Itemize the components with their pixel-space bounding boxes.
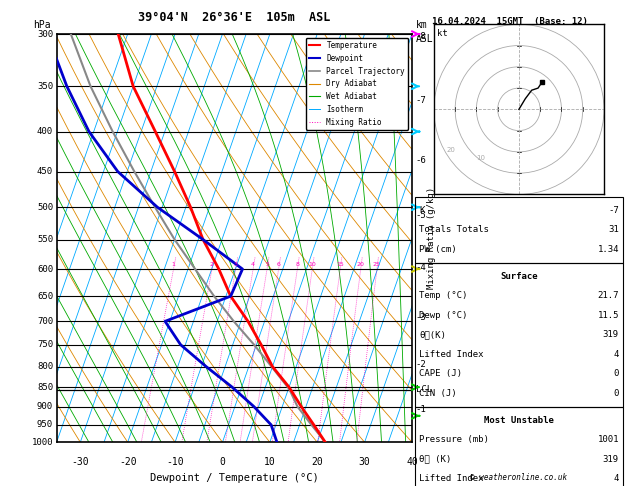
Text: 750: 750 <box>37 340 53 349</box>
Text: 319: 319 <box>603 455 619 464</box>
Text: Temp (°C): Temp (°C) <box>419 292 467 300</box>
Text: ASL: ASL <box>416 34 433 44</box>
Text: 10: 10 <box>476 156 486 161</box>
Text: 1001: 1001 <box>598 435 619 444</box>
Text: kt: kt <box>437 29 448 38</box>
Text: Pressure (mb): Pressure (mb) <box>419 435 489 444</box>
Text: -30: -30 <box>72 456 89 467</box>
Text: Surface: Surface <box>500 272 538 281</box>
Text: -5: -5 <box>416 211 426 221</box>
Text: -20: -20 <box>119 456 136 467</box>
Text: CIN (J): CIN (J) <box>419 389 457 398</box>
Text: LCL: LCL <box>416 385 431 394</box>
Text: Dewp (°C): Dewp (°C) <box>419 311 467 320</box>
Text: Most Unstable: Most Unstable <box>484 416 554 425</box>
Text: 8: 8 <box>296 262 299 267</box>
Text: Dewpoint / Temperature (°C): Dewpoint / Temperature (°C) <box>150 473 319 483</box>
Text: 350: 350 <box>37 82 53 91</box>
Text: 400: 400 <box>37 127 53 136</box>
Text: 31: 31 <box>608 226 619 234</box>
Text: 650: 650 <box>37 292 53 301</box>
Text: -7: -7 <box>608 206 619 215</box>
Text: 11.5: 11.5 <box>598 311 619 320</box>
Text: 10: 10 <box>264 456 276 467</box>
Text: -7: -7 <box>416 96 426 105</box>
Text: θᴇ (K): θᴇ (K) <box>419 455 451 464</box>
Text: K: K <box>419 206 425 215</box>
Text: 450: 450 <box>37 167 53 176</box>
Text: Lifted Index: Lifted Index <box>419 350 484 359</box>
Text: 6: 6 <box>277 262 281 267</box>
Text: 30: 30 <box>359 456 370 467</box>
Text: 950: 950 <box>37 420 53 429</box>
Text: 300: 300 <box>37 30 53 38</box>
Text: 4: 4 <box>613 350 619 359</box>
Text: 25: 25 <box>373 262 381 267</box>
Text: -6: -6 <box>416 156 426 164</box>
Text: hPa: hPa <box>33 20 51 30</box>
Text: 0: 0 <box>613 369 619 378</box>
Text: Totals Totals: Totals Totals <box>419 226 489 234</box>
Text: 20: 20 <box>357 262 365 267</box>
Text: 4: 4 <box>613 474 619 483</box>
Text: 2: 2 <box>210 262 214 267</box>
Text: 10: 10 <box>308 262 316 267</box>
Text: km: km <box>416 20 427 30</box>
Text: 21.7: 21.7 <box>598 292 619 300</box>
Text: Mixing Ratio (g/kg): Mixing Ratio (g/kg) <box>427 187 436 289</box>
Text: 1.34: 1.34 <box>598 245 619 254</box>
Text: -2: -2 <box>416 360 426 369</box>
Text: 500: 500 <box>37 203 53 212</box>
Text: 900: 900 <box>37 402 53 411</box>
Text: 5: 5 <box>265 262 269 267</box>
Text: 16.04.2024  15GMT  (Base: 12): 16.04.2024 15GMT (Base: 12) <box>431 17 587 26</box>
Text: -3: -3 <box>416 313 426 322</box>
Text: -1: -1 <box>416 405 426 414</box>
Text: © weatheronline.co.uk: © weatheronline.co.uk <box>470 473 567 482</box>
Text: 550: 550 <box>37 235 53 244</box>
Text: PW (cm): PW (cm) <box>419 245 457 254</box>
Text: θᴇ(K): θᴇ(K) <box>419 330 446 339</box>
Text: 1: 1 <box>172 262 175 267</box>
Text: 1000: 1000 <box>31 438 53 447</box>
Text: CAPE (J): CAPE (J) <box>419 369 462 378</box>
Text: 39°04'N  26°36'E  105m  ASL: 39°04'N 26°36'E 105m ASL <box>138 11 330 24</box>
Text: -10: -10 <box>166 456 184 467</box>
Text: 600: 600 <box>37 264 53 274</box>
Text: 4: 4 <box>251 262 255 267</box>
Text: 20: 20 <box>311 456 323 467</box>
Text: -8: -8 <box>416 32 426 41</box>
Text: 0: 0 <box>613 389 619 398</box>
Text: 3: 3 <box>233 262 238 267</box>
Text: 800: 800 <box>37 362 53 371</box>
Text: 700: 700 <box>37 317 53 326</box>
Text: 40: 40 <box>406 456 418 467</box>
Text: 20: 20 <box>447 147 455 153</box>
Text: 850: 850 <box>37 382 53 392</box>
Text: 0: 0 <box>220 456 225 467</box>
Text: 15: 15 <box>337 262 344 267</box>
Legend: Temperature, Dewpoint, Parcel Trajectory, Dry Adiabat, Wet Adiabat, Isotherm, Mi: Temperature, Dewpoint, Parcel Trajectory… <box>306 38 408 130</box>
Text: Lifted Index: Lifted Index <box>419 474 484 483</box>
Text: 319: 319 <box>603 330 619 339</box>
Text: -4: -4 <box>416 263 426 273</box>
